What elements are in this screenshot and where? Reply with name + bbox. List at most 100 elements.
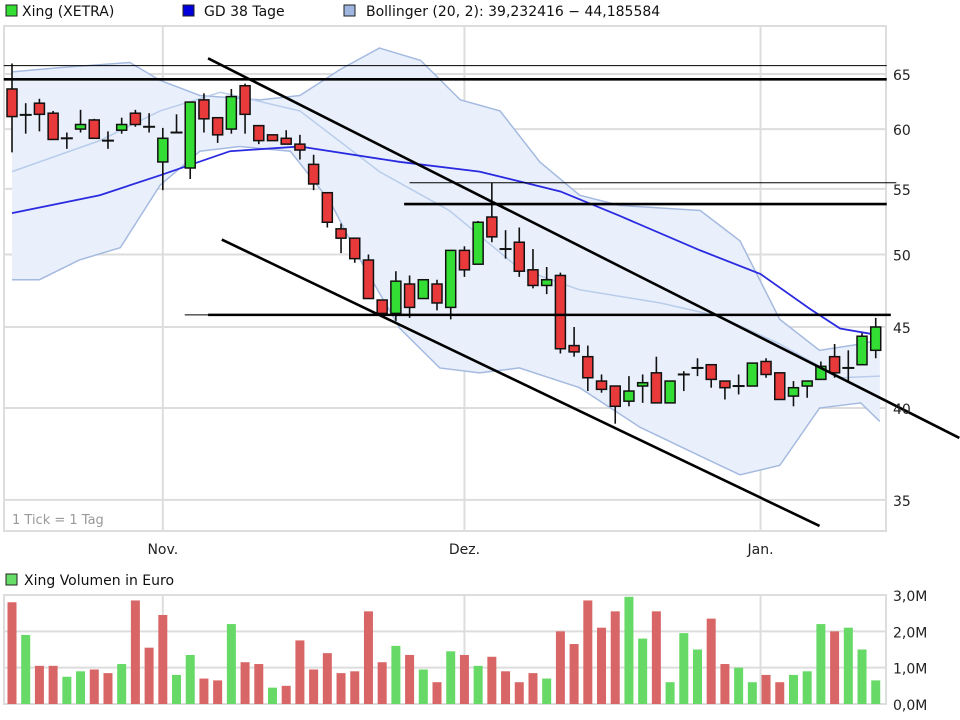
y-tick-label: 45	[893, 321, 911, 337]
candle	[143, 113, 156, 133]
candle-body	[349, 237, 361, 260]
candle-body	[705, 363, 717, 381]
candle	[677, 371, 690, 392]
volume-bar	[501, 671, 511, 704]
candle	[335, 223, 347, 254]
volume-tick-label: 3,0M	[893, 589, 927, 605]
candle	[801, 380, 813, 398]
volume-bar	[857, 649, 867, 704]
candle-body	[582, 355, 594, 379]
legend-label-volume: Xing Volumen in Euro	[24, 573, 174, 589]
candle	[527, 249, 539, 289]
candle-body	[239, 84, 251, 116]
candle	[650, 356, 663, 404]
y-tick-label: 65	[893, 68, 911, 84]
candle	[705, 363, 717, 388]
volume-bar	[89, 669, 99, 704]
legend-label-xing: Xing (XETRA)	[22, 4, 114, 20]
candle	[774, 372, 786, 401]
volume-bar	[158, 614, 168, 704]
bollinger-middle-line	[11, 91, 880, 379]
volume-legend: Xing Volumen in Euro	[5, 573, 174, 589]
x-tick-label: Nov.	[147, 542, 178, 558]
candle	[444, 249, 457, 320]
candle	[129, 109, 142, 127]
candle	[856, 333, 868, 366]
candle	[869, 317, 882, 359]
volume-bar	[788, 674, 798, 704]
candle-body	[253, 124, 265, 142]
candle-body	[774, 372, 786, 401]
candle	[115, 117, 128, 134]
candle	[787, 381, 800, 407]
volume-tick-label: 2,0M	[893, 625, 927, 641]
candle	[691, 358, 704, 377]
candle	[842, 350, 855, 383]
volume-bar	[706, 618, 716, 704]
y-tick-label: 60	[893, 123, 911, 139]
volume-bar	[720, 664, 730, 704]
volume-bar	[226, 624, 236, 704]
annotation-lines	[3, 57, 960, 528]
candle-body	[6, 88, 18, 118]
volume-bar	[542, 678, 552, 704]
volume-bar	[117, 664, 127, 704]
candle	[60, 132, 73, 149]
candle	[211, 116, 224, 143]
candle-body	[390, 280, 402, 315]
candle	[349, 237, 361, 263]
candle	[458, 246, 471, 277]
candle-body	[74, 123, 87, 130]
candle	[376, 299, 388, 315]
volume-bar	[62, 676, 72, 704]
volume-bar	[432, 682, 442, 704]
volume-bar	[418, 669, 428, 704]
volume-bar	[473, 665, 483, 704]
candle-body	[115, 123, 128, 131]
volume-bar	[459, 654, 469, 704]
candle-body	[157, 137, 169, 163]
volume-bar	[871, 680, 881, 704]
candle	[417, 278, 430, 300]
candle-body	[431, 283, 443, 304]
candle	[253, 124, 265, 145]
candle-body	[760, 360, 772, 376]
volume-bar	[679, 633, 689, 704]
candle	[554, 272, 567, 354]
volume-bar	[747, 682, 757, 704]
legend-swatch-gd38	[182, 4, 195, 17]
volume-bar	[405, 654, 415, 704]
tick-note: 1 Tick = 1 Tag	[12, 513, 104, 528]
candle	[513, 227, 526, 277]
candle-body	[856, 335, 868, 366]
volume-bar	[34, 665, 44, 704]
candle	[307, 154, 320, 191]
candle	[321, 191, 334, 228]
candle	[225, 88, 238, 134]
candle-body	[623, 390, 635, 402]
volume-bar	[487, 656, 497, 704]
volume-bar	[103, 673, 113, 704]
candle	[101, 131, 114, 149]
candle-body	[801, 380, 813, 387]
volume-bar	[185, 654, 195, 704]
candle-body	[211, 116, 224, 136]
candle	[486, 182, 498, 243]
volume-bar	[7, 602, 17, 704]
candle	[280, 130, 292, 145]
candle	[815, 361, 827, 381]
candle-body	[266, 134, 279, 142]
candle	[828, 344, 841, 378]
volume-bar	[734, 667, 744, 704]
candle	[19, 103, 32, 134]
volume-bar	[528, 673, 538, 704]
volume-bar	[665, 682, 675, 704]
candle	[170, 114, 183, 134]
legend-swatch-xing	[5, 4, 18, 17]
volume-bar	[610, 611, 620, 704]
candle	[362, 254, 375, 300]
candle	[568, 326, 580, 357]
volume-bar	[569, 644, 579, 704]
volume-bar	[295, 640, 305, 704]
